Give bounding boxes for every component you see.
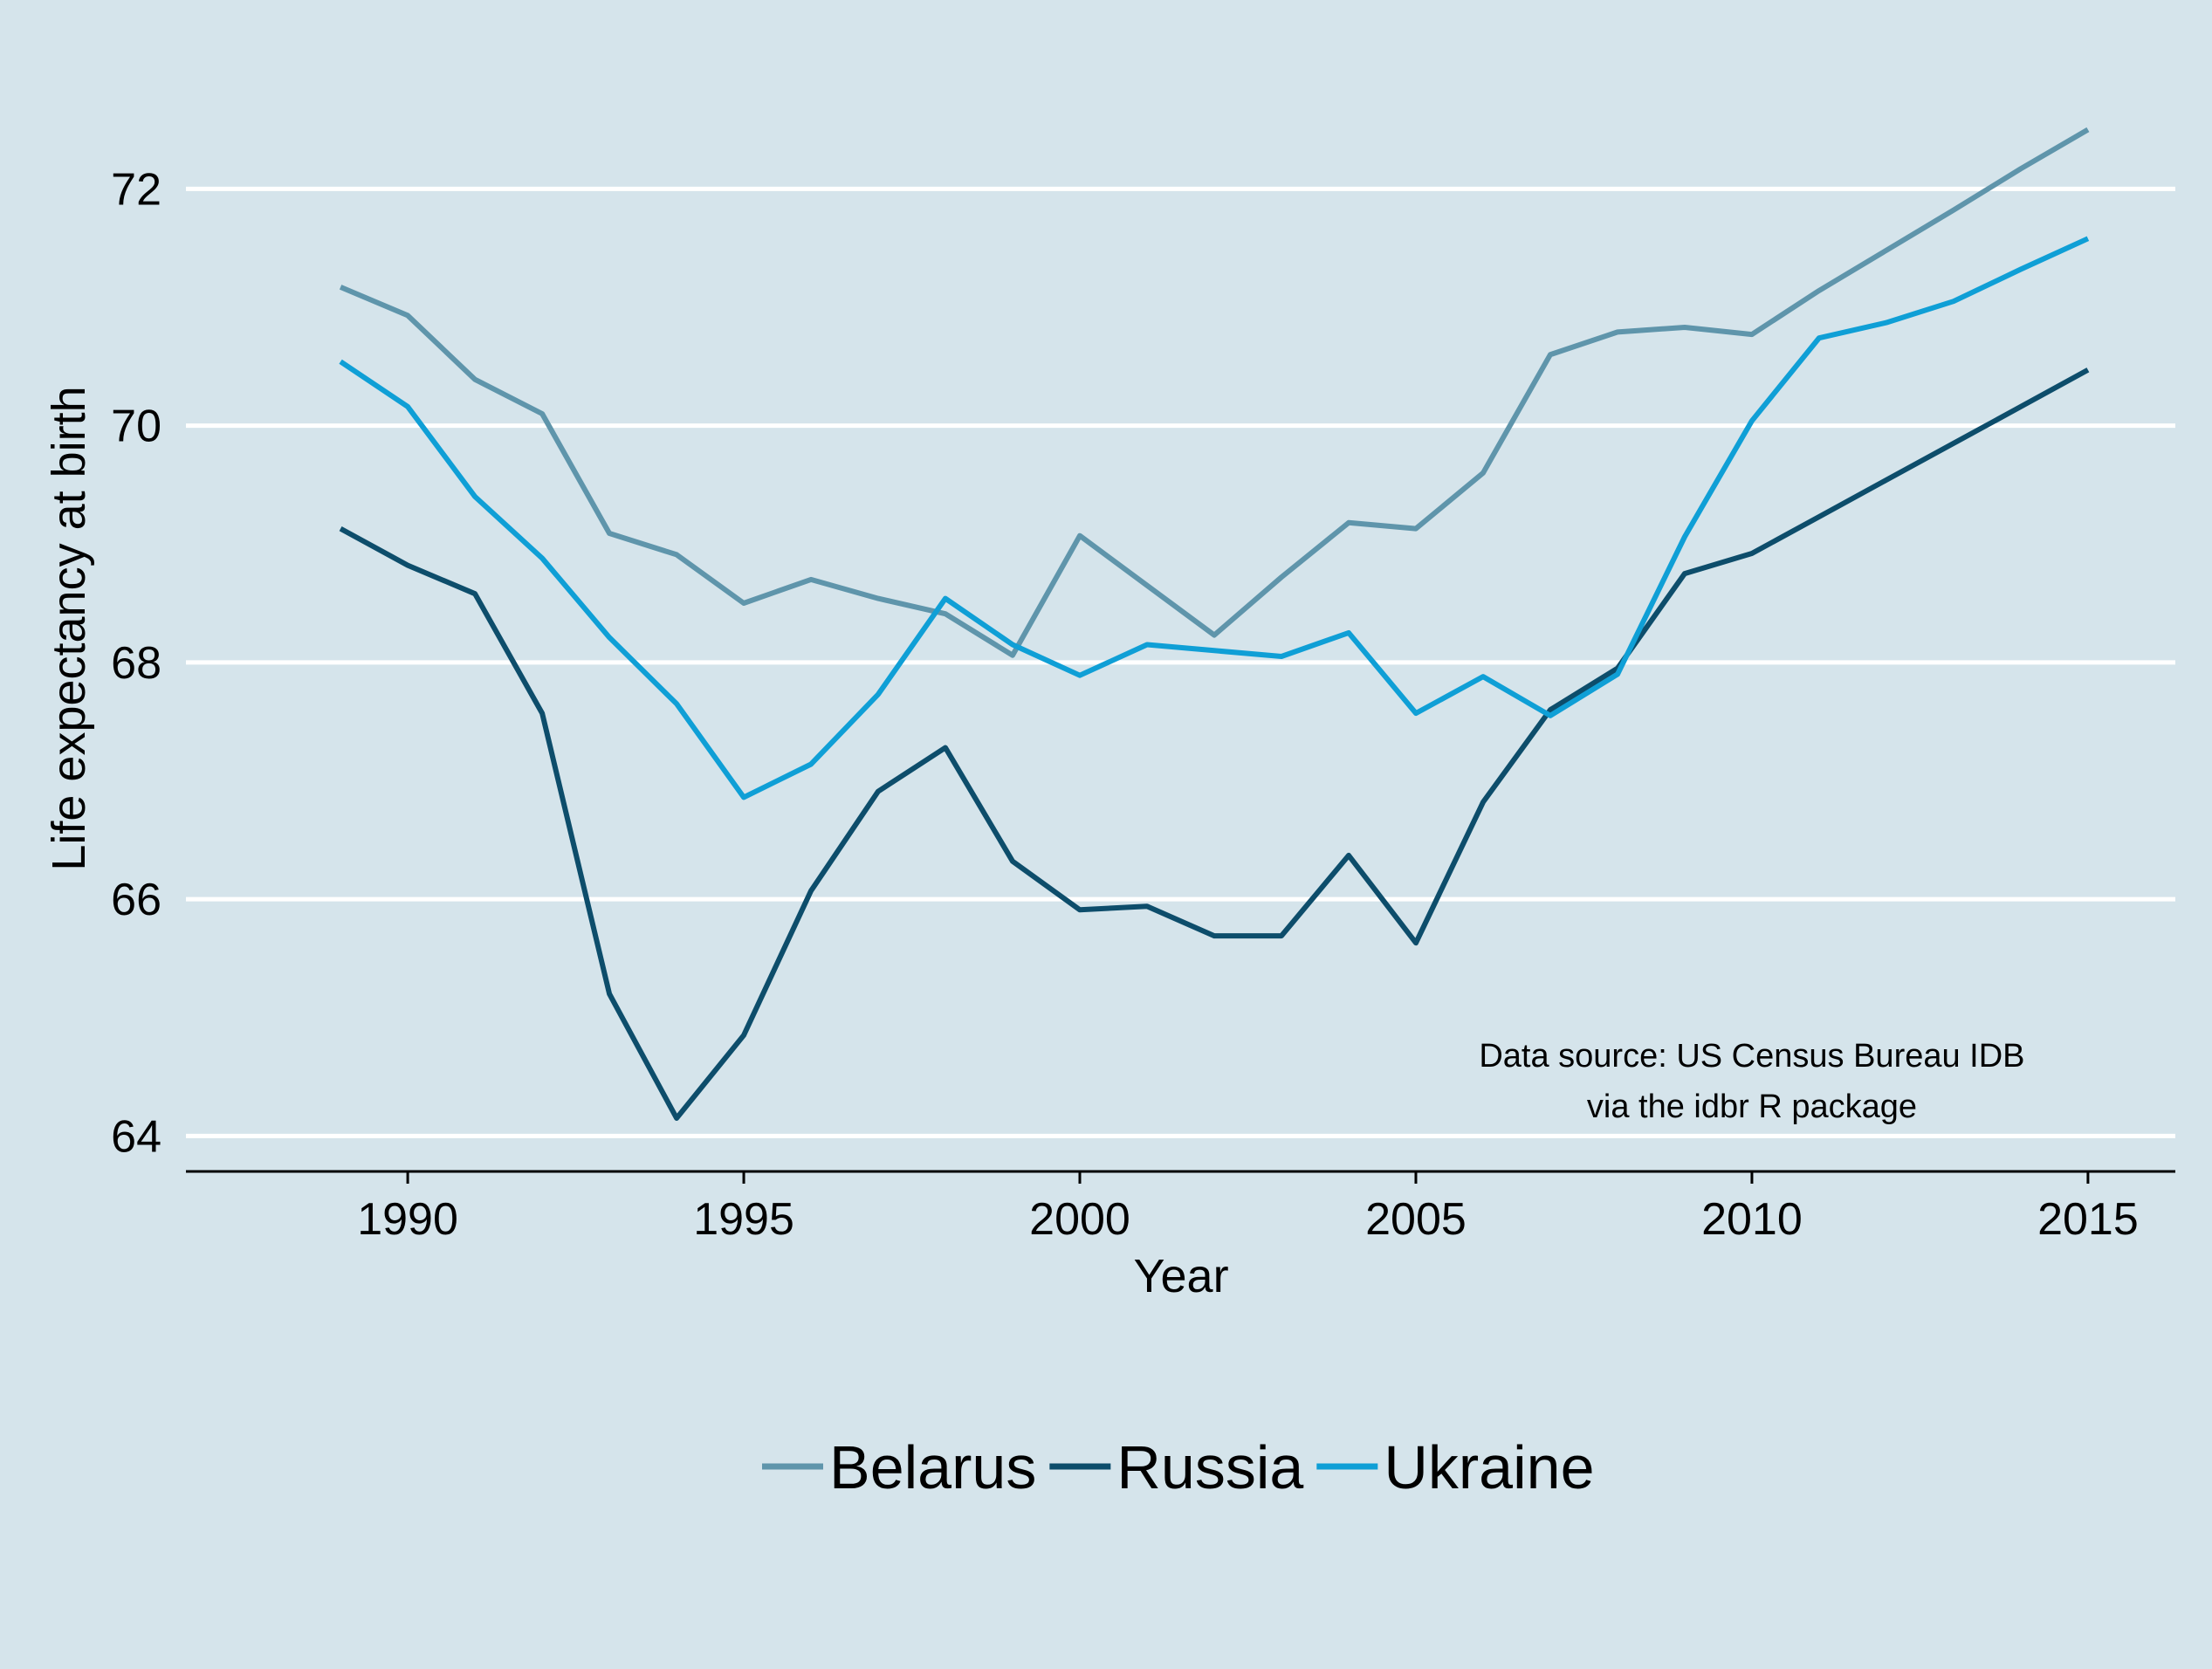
x-axis-title: Year xyxy=(1133,1250,1228,1302)
x-tick-label-1990: 1990 xyxy=(357,1194,458,1245)
series-line-belarus xyxy=(339,127,2090,658)
legend-label-ukraine: Ukraine xyxy=(1384,1433,1594,1501)
x-tick-label-2005: 2005 xyxy=(1365,1194,1467,1245)
x-tick-label-2000: 2000 xyxy=(1029,1194,1130,1245)
annotation-line-2: via the idbr R package xyxy=(1587,1089,1917,1125)
y-tick-label-64: 64 xyxy=(111,1111,161,1162)
series-line-ukraine xyxy=(339,236,2090,800)
x-tick-label-1995: 1995 xyxy=(693,1194,794,1245)
y-tick-label-68: 68 xyxy=(111,638,161,689)
y-tick-label-70: 70 xyxy=(111,402,161,452)
y-tick-label-72: 72 xyxy=(111,164,161,215)
annotation-line-1: Data source: US Census Bureau IDB xyxy=(1479,1038,2024,1075)
y-axis-title: Life expectancy at birth xyxy=(43,386,95,870)
y-tick-label-66: 66 xyxy=(111,875,161,925)
legend: Belarus Russia Ukraine xyxy=(762,1433,1595,1501)
x-tick-label-2010: 2010 xyxy=(1701,1194,1803,1245)
x-axis: 1990 1995 2000 2005 2010 2015 xyxy=(186,1170,2175,1245)
legend-label-russia: Russia xyxy=(1116,1433,1303,1501)
series-lines xyxy=(339,127,2090,1121)
y-axis: 64 66 68 70 72 xyxy=(111,164,161,1162)
data-source-annotation: Data source: US Census Bureau IDB via the… xyxy=(1479,1038,2024,1125)
legend-label-belarus: Belarus xyxy=(829,1433,1036,1501)
x-tick-label-2015: 2015 xyxy=(2037,1194,2139,1245)
gridlines xyxy=(186,186,2175,1138)
series-line-russia xyxy=(339,367,2090,1121)
